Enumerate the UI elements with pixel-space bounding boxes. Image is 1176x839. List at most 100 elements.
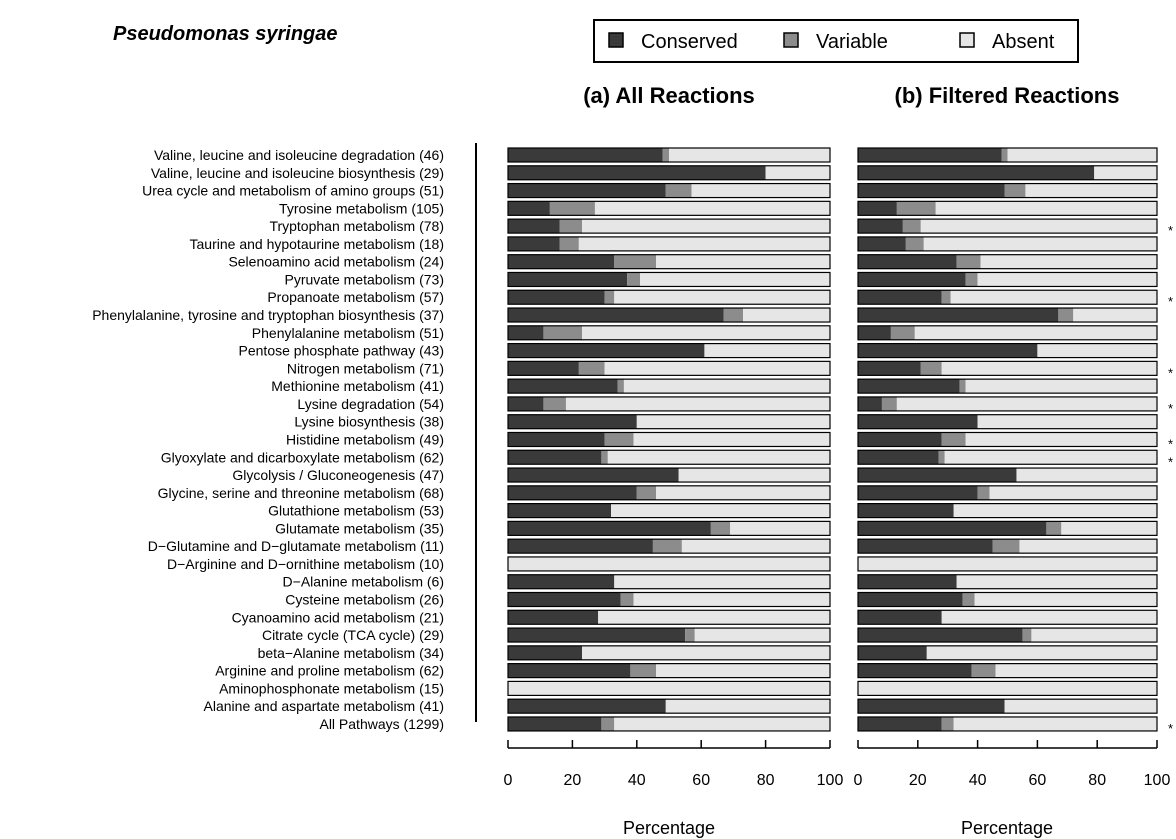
category-label: Selenoamino acid metabolism (24)	[228, 254, 444, 270]
bar-outline	[857, 289, 1158, 305]
bar-segment-absent	[508, 556, 830, 571]
bar-segment-absent	[594, 201, 830, 216]
organism-title: Pseudomonas syringae	[113, 23, 338, 45]
bar-outline	[507, 627, 831, 643]
bar-outline	[507, 467, 831, 483]
bar-segment-conserved	[858, 628, 1023, 643]
bar-outline	[507, 698, 831, 714]
significance-marker: *	[1168, 436, 1173, 451]
legend-box	[593, 19, 1079, 63]
bar-segment-variable	[723, 308, 744, 323]
bar-outline	[857, 556, 1158, 572]
category-labels: Valine, leucine and isoleucine degradati…	[92, 147, 444, 732]
bar-outline	[507, 449, 831, 465]
significance-marker: *	[1168, 223, 1173, 238]
bar-segment-variable	[1022, 628, 1032, 643]
bar-outline	[857, 698, 1158, 714]
category-label: Cyanoamino acid metabolism (21)	[232, 609, 444, 625]
bar-segment-variable	[620, 592, 634, 607]
bar-segment-variable	[604, 290, 615, 305]
bar-segment-absent	[995, 663, 1157, 678]
category-label: D−Alanine metabolism (6)	[283, 574, 444, 590]
bar-segment-variable	[1001, 148, 1008, 162]
bar-segment-variable	[881, 396, 897, 411]
bar-segment-absent	[669, 148, 830, 162]
bar-segment-absent	[578, 236, 830, 251]
bar-segment-conserved	[858, 379, 960, 394]
bar-segment-variable	[627, 272, 641, 287]
bar-segment-variable	[543, 325, 583, 340]
significance-marker: *	[1168, 365, 1173, 380]
bar-outline	[507, 360, 831, 376]
bar-outline	[507, 663, 831, 679]
category-label: Tyrosine metabolism (105)	[279, 200, 444, 216]
x-tick-label: 40	[628, 772, 646, 789]
bar-segment-absent	[1007, 148, 1157, 162]
bar-segment-variable	[1004, 183, 1026, 198]
bar-segment-conserved	[858, 539, 993, 554]
bar-segment-conserved	[508, 148, 663, 162]
significance-marker: *	[1168, 401, 1173, 416]
bar-outline	[857, 503, 1158, 519]
bar-segment-absent	[607, 450, 830, 465]
category-label: Taurine and hypotaurine metabolism (18)	[190, 236, 444, 252]
bar-outline	[507, 680, 831, 697]
bar-segment-conserved	[508, 165, 766, 180]
bar-outline	[857, 342, 1158, 359]
bar-outline	[507, 396, 831, 412]
bar-segment-variable	[652, 539, 682, 554]
bar-outline	[857, 431, 1158, 448]
bar-segment-variable	[959, 379, 966, 394]
x-tick-label: 80	[757, 772, 775, 789]
bar-segment-conserved	[508, 539, 653, 554]
bar-outline	[857, 467, 1158, 483]
bar-segment-conserved	[508, 236, 560, 251]
category-label: D−Arginine and D−ornithine metabolism (1…	[167, 556, 444, 572]
bar-segment-conserved	[508, 379, 618, 394]
bar-segment-variable	[578, 361, 605, 376]
bar-segment-conserved	[508, 254, 615, 269]
bar-segment-conserved	[508, 219, 560, 234]
bar-segment-variable	[956, 254, 981, 269]
bar-segment-absent	[1019, 539, 1157, 554]
category-label: Tryptophan metabolism (78)	[269, 218, 444, 234]
legend-label-variable: Variable	[816, 31, 888, 53]
bar-segment-absent	[665, 699, 830, 714]
bar-segment-conserved	[858, 716, 942, 731]
bar-outline	[507, 485, 831, 501]
bar-segment-absent	[941, 361, 1157, 376]
bar-segment-absent	[582, 645, 830, 660]
category-label: Citrate cycle (TCA cycle) (29)	[262, 627, 444, 643]
category-label: Pyruvate metabolism (73)	[284, 271, 444, 287]
bar-outline	[857, 325, 1158, 341]
bar-segment-conserved	[508, 716, 602, 731]
bar-segment-conserved	[858, 663, 972, 678]
bar-segment-conserved	[508, 272, 628, 287]
category-label: Glutamate metabolism (35)	[275, 520, 444, 536]
bar-outline	[507, 538, 831, 554]
bar-segment-variable	[559, 219, 583, 234]
significance-markers: * * * * * * *	[1168, 223, 1173, 736]
bar-segment-conserved	[508, 361, 579, 376]
bar-segment-conserved	[508, 610, 599, 625]
bar-segment-conserved	[858, 148, 1002, 162]
bar-outline	[507, 503, 831, 519]
bar-segment-variable	[1058, 308, 1074, 323]
bar-segment-conserved	[858, 236, 906, 251]
bar-segment-conserved	[858, 308, 1059, 323]
bar-segment-absent	[656, 254, 830, 269]
bar-segment-absent	[1016, 468, 1157, 483]
bar-outline	[857, 147, 1158, 163]
x-tick-label: 20	[564, 772, 582, 789]
bar-segment-variable	[1046, 521, 1062, 536]
bar-segment-conserved	[508, 468, 679, 483]
bar-segment-absent	[743, 308, 830, 323]
bar-segment-conserved	[858, 592, 963, 607]
bar-segment-absent	[704, 343, 830, 358]
bar-segment-variable	[601, 450, 608, 465]
x-axes: 0 20 40 60 80 100 0 20 40 60 80 100	[504, 740, 1170, 789]
bar-segment-absent	[614, 574, 830, 589]
bar-outline	[507, 236, 831, 252]
x-tick-label: 20	[909, 772, 927, 789]
bar-segment-conserved	[858, 361, 921, 376]
